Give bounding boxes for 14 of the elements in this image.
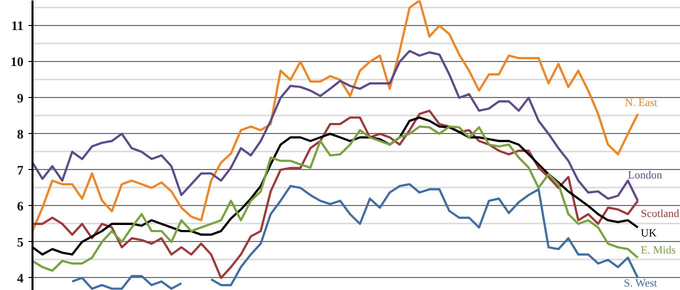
series-label: Scotland	[640, 208, 680, 220]
y-tick-label: 9	[17, 90, 24, 106]
y-tick-label: 11	[11, 18, 24, 34]
y-tick-label: 10	[10, 54, 24, 70]
series-label: UK	[640, 228, 657, 240]
y-tick-label: 7	[17, 162, 24, 178]
y-tick-label: 6	[17, 198, 24, 214]
y-tick-label: 5	[17, 234, 24, 250]
y-tick-label: 4	[17, 270, 24, 286]
y-tick-label: 8	[17, 126, 24, 142]
series-label: N. East	[624, 97, 658, 110]
series-label: London	[628, 170, 663, 182]
series-label: S. West	[624, 277, 658, 290]
series-label: E. Mids	[640, 244, 676, 257]
